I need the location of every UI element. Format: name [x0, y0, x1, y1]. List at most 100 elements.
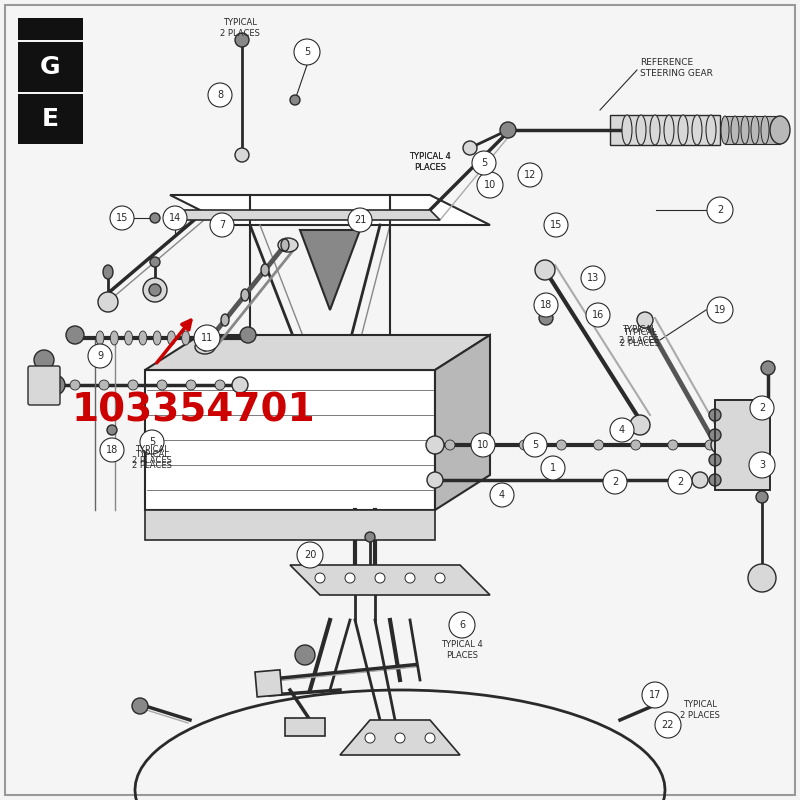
Bar [18, 18, 83, 40]
Bar [255, 670, 282, 697]
Circle shape [477, 172, 503, 198]
Text: G: G [40, 55, 60, 79]
Text: 15: 15 [116, 213, 128, 223]
Circle shape [208, 83, 232, 107]
Text: 20: 20 [304, 550, 316, 560]
Text: 16: 16 [592, 310, 604, 320]
Circle shape [98, 292, 118, 312]
Text: 2: 2 [612, 477, 618, 487]
Circle shape [149, 284, 161, 296]
Ellipse shape [110, 331, 118, 345]
Text: 4: 4 [499, 490, 505, 500]
Text: REFERENCE
STEERING GEAR: REFERENCE STEERING GEAR [640, 58, 713, 78]
Circle shape [705, 440, 715, 450]
Ellipse shape [636, 115, 646, 145]
Circle shape [709, 429, 721, 441]
Circle shape [405, 573, 415, 583]
Polygon shape [170, 195, 490, 225]
Circle shape [240, 327, 256, 343]
Circle shape [295, 645, 315, 665]
Circle shape [215, 380, 225, 390]
Circle shape [630, 440, 641, 450]
Text: 2: 2 [717, 205, 723, 215]
Circle shape [709, 454, 721, 466]
Circle shape [482, 440, 492, 450]
Text: TYPICAL
2 PLACES: TYPICAL 2 PLACES [132, 450, 172, 470]
Circle shape [365, 532, 375, 542]
Text: 17: 17 [649, 690, 661, 700]
Ellipse shape [261, 264, 269, 276]
Circle shape [235, 33, 249, 47]
Text: 7: 7 [219, 220, 225, 230]
Ellipse shape [103, 265, 113, 279]
Circle shape [163, 206, 187, 230]
Text: 6: 6 [459, 620, 465, 630]
Bar [715, 400, 770, 490]
Circle shape [157, 380, 167, 390]
Text: 12: 12 [524, 170, 536, 180]
Circle shape [655, 712, 681, 738]
Text: 19: 19 [714, 305, 726, 315]
Circle shape [375, 573, 385, 583]
Text: 5: 5 [532, 440, 538, 450]
Circle shape [107, 425, 117, 435]
Ellipse shape [664, 115, 674, 145]
Circle shape [88, 344, 112, 368]
Circle shape [637, 312, 653, 328]
Polygon shape [435, 335, 490, 510]
Circle shape [472, 151, 496, 175]
Circle shape [449, 612, 475, 638]
Circle shape [756, 491, 768, 503]
Circle shape [345, 573, 355, 583]
Circle shape [707, 297, 733, 323]
Circle shape [315, 573, 325, 583]
Polygon shape [340, 720, 460, 755]
Ellipse shape [761, 116, 769, 144]
Circle shape [128, 380, 138, 390]
Circle shape [99, 380, 109, 390]
Text: TYPICAL 4
PLACES: TYPICAL 4 PLACES [441, 640, 483, 660]
Circle shape [45, 375, 65, 395]
Circle shape [194, 325, 220, 351]
Circle shape [471, 433, 495, 457]
Ellipse shape [622, 115, 632, 145]
Circle shape [34, 350, 54, 370]
Text: TYPICAL
2 PLACES: TYPICAL 2 PLACES [680, 700, 720, 720]
Ellipse shape [721, 116, 729, 144]
Text: 2: 2 [759, 403, 765, 413]
Circle shape [427, 472, 443, 488]
Ellipse shape [139, 331, 147, 345]
Ellipse shape [741, 116, 749, 144]
Circle shape [66, 326, 84, 344]
Circle shape [210, 213, 234, 237]
Polygon shape [290, 565, 490, 595]
Ellipse shape [281, 239, 289, 251]
Text: TYPICAL
2 PLACES: TYPICAL 2 PLACES [619, 326, 659, 345]
Text: TYPICAL
2 PLACES: TYPICAL 2 PLACES [220, 18, 260, 38]
Circle shape [143, 278, 167, 302]
Circle shape [426, 436, 444, 454]
Text: 103354701: 103354701 [72, 391, 316, 429]
Circle shape [70, 380, 80, 390]
Circle shape [365, 733, 375, 743]
Text: 2: 2 [677, 477, 683, 487]
Circle shape [110, 206, 134, 230]
Text: 10: 10 [477, 440, 489, 450]
Circle shape [581, 266, 605, 290]
Ellipse shape [678, 115, 688, 145]
Circle shape [150, 257, 160, 267]
Circle shape [603, 470, 627, 494]
Polygon shape [170, 210, 440, 220]
Bar [145, 510, 435, 540]
Text: E: E [42, 107, 58, 131]
Ellipse shape [167, 331, 175, 345]
Ellipse shape [201, 339, 209, 351]
Ellipse shape [125, 331, 133, 345]
Circle shape [544, 213, 568, 237]
Circle shape [668, 440, 678, 450]
Circle shape [610, 418, 634, 442]
Text: 13: 13 [587, 273, 599, 283]
Text: 4: 4 [619, 425, 625, 435]
Bar [610, 115, 720, 145]
Ellipse shape [241, 289, 249, 301]
